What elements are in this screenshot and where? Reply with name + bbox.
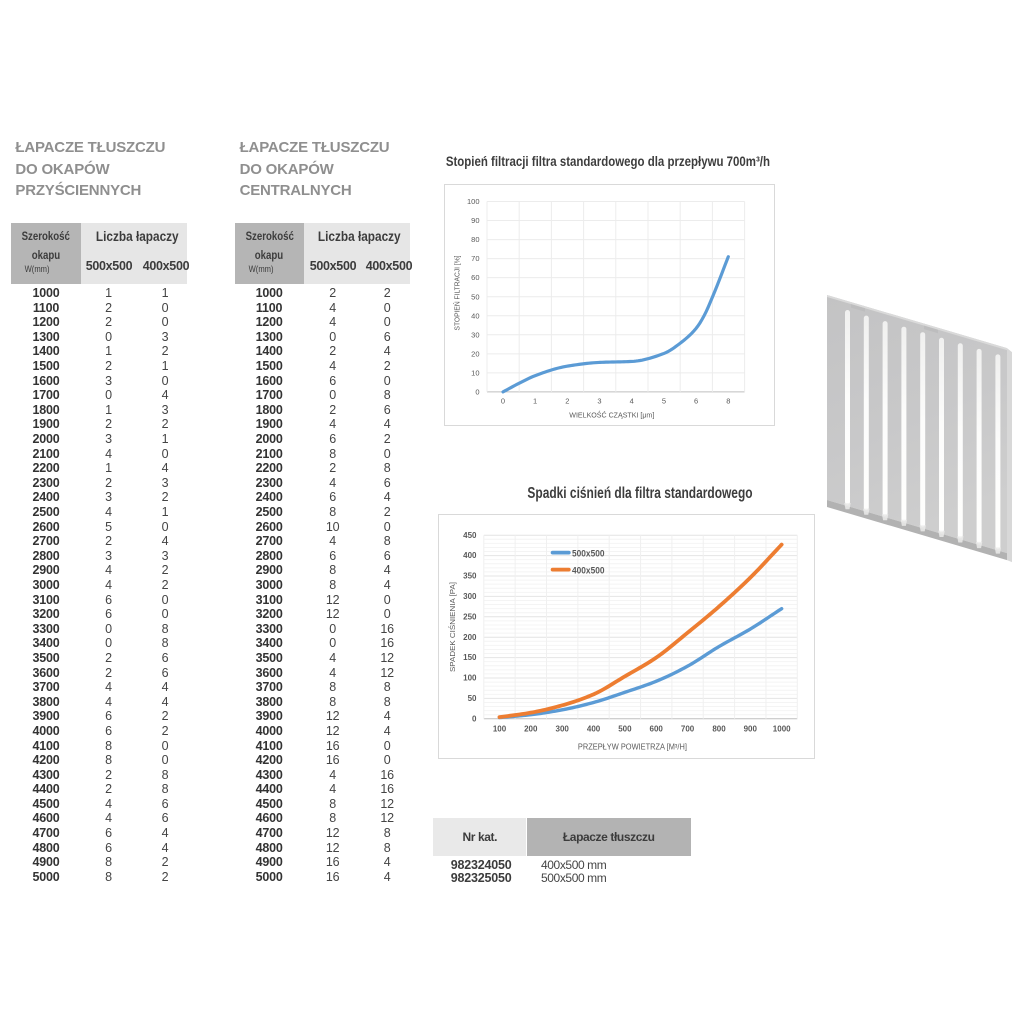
svg-text:500x500: 500x500 xyxy=(572,549,605,560)
svg-text:100: 100 xyxy=(463,674,477,683)
svg-text:60: 60 xyxy=(471,273,479,282)
svg-text:250: 250 xyxy=(463,612,477,621)
svg-text:400: 400 xyxy=(463,551,477,560)
svg-text:900: 900 xyxy=(744,724,758,733)
svg-text:4: 4 xyxy=(630,396,634,405)
svg-text:STOPIEŃ FILTRACJI [%]: STOPIEŃ FILTRACJI [%] xyxy=(453,256,462,331)
svg-text:80: 80 xyxy=(471,235,479,244)
svg-text:2: 2 xyxy=(565,396,569,405)
svg-text:PRZEPŁYW POWIETRZA [M³/H]: PRZEPŁYW POWIETRZA [M³/H] xyxy=(578,742,687,751)
svg-text:50: 50 xyxy=(468,694,477,703)
svg-text:50: 50 xyxy=(471,292,479,301)
svg-text:400x500: 400x500 xyxy=(572,566,605,577)
svg-text:300: 300 xyxy=(556,724,570,733)
svg-text:0: 0 xyxy=(501,396,505,405)
svg-text:0: 0 xyxy=(472,714,477,723)
svg-text:5: 5 xyxy=(662,396,666,405)
svg-text:100: 100 xyxy=(493,724,507,733)
svg-text:10: 10 xyxy=(471,368,479,377)
svg-text:200: 200 xyxy=(524,724,538,733)
svg-text:400: 400 xyxy=(587,724,601,733)
svg-text:600: 600 xyxy=(650,724,664,733)
svg-text:350: 350 xyxy=(463,572,477,581)
svg-text:40: 40 xyxy=(471,311,479,320)
svg-text:20: 20 xyxy=(471,349,479,358)
svg-text:1000: 1000 xyxy=(773,724,791,733)
svg-text:30: 30 xyxy=(471,330,479,339)
svg-text:0: 0 xyxy=(475,387,479,396)
svg-text:SPADEK CIŚNIENIA [PA]: SPADEK CIŚNIENIA [PA] xyxy=(448,582,457,672)
svg-text:90: 90 xyxy=(471,216,479,225)
svg-text:WIELKOŚĆ CZĄSTKI [μm]: WIELKOŚĆ CZĄSTKI [μm] xyxy=(569,410,654,419)
svg-text:800: 800 xyxy=(712,724,726,733)
svg-text:6: 6 xyxy=(694,396,698,405)
svg-text:8: 8 xyxy=(726,396,730,405)
svg-text:700: 700 xyxy=(681,724,695,733)
svg-text:3: 3 xyxy=(597,396,601,405)
svg-text:200: 200 xyxy=(463,633,477,642)
svg-text:500: 500 xyxy=(618,724,632,733)
svg-text:450: 450 xyxy=(463,531,477,540)
svg-text:70: 70 xyxy=(471,254,479,263)
svg-text:1: 1 xyxy=(533,396,537,405)
svg-text:300: 300 xyxy=(463,592,477,601)
svg-text:100: 100 xyxy=(467,197,480,206)
svg-text:150: 150 xyxy=(463,653,477,662)
